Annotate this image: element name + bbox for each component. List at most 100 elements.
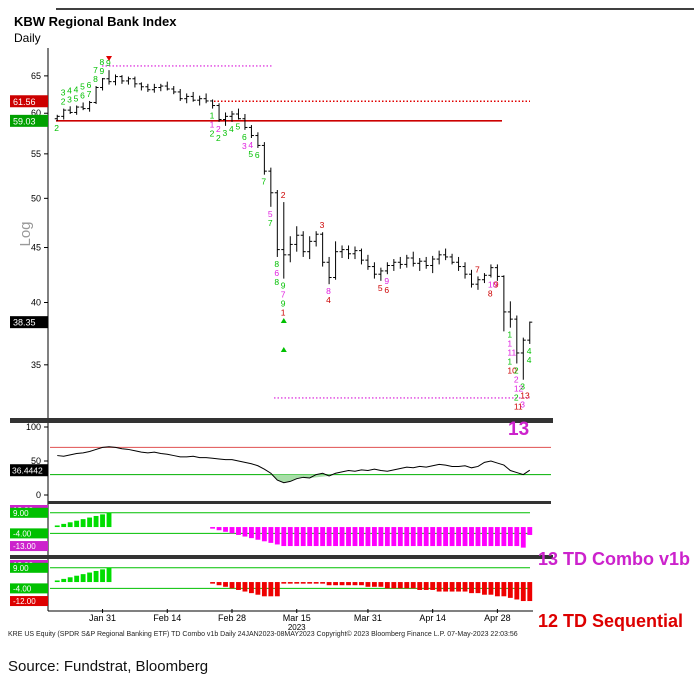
- td-count-label: 2: [281, 190, 286, 200]
- td-count-label: 9: [100, 66, 105, 76]
- td-count-label: 5: [248, 149, 253, 159]
- hist-bar: [93, 570, 99, 583]
- hist-bar: [326, 527, 332, 547]
- x-year-label: 2023: [288, 623, 306, 632]
- hist-bar: [268, 582, 274, 597]
- hist-bar: [423, 582, 429, 590]
- hist-bar: [255, 527, 261, 540]
- hist-bar: [520, 582, 526, 602]
- td-count-label: 8: [274, 277, 279, 287]
- hist-bar: [281, 527, 287, 547]
- td-count-label: 12: [514, 383, 524, 393]
- hist-bar: [501, 582, 507, 597]
- hist-level-label: -12.00: [13, 597, 36, 606]
- td-count-label: 7: [261, 177, 266, 187]
- x-axis: Jan 31 Feb 14 Feb 28 Mar 15 Mar 31 Apr 14 Apr …: [48, 609, 533, 632]
- hist-bar: [320, 527, 326, 547]
- combo-callout: 13 TD Combo v1b: [538, 549, 690, 569]
- hist-bar: [223, 582, 228, 587]
- hist-bar: [397, 582, 403, 589]
- td-count-label: 8: [100, 57, 105, 67]
- hist-bar: [54, 525, 60, 528]
- td-count-label: 5: [268, 209, 273, 219]
- td-count-label: 11: [507, 348, 516, 358]
- source-note: Source: Fundstrat, Bloomberg: [8, 658, 209, 675]
- hist-bar: [274, 527, 280, 545]
- hist-bar: [417, 582, 423, 590]
- hist-level-box: [10, 528, 48, 539]
- td-count-label: 3: [320, 220, 325, 230]
- td-count-label: 2: [210, 129, 215, 139]
- td-count-label: 7: [87, 89, 92, 99]
- sequential-callout: 12 TD Sequential: [538, 611, 683, 631]
- td-count-label: 2: [216, 133, 221, 143]
- price-tick-label: 45: [31, 243, 41, 253]
- td-count-label: 3: [61, 88, 66, 98]
- hist-level-box: [10, 507, 48, 518]
- hist-bar: [67, 577, 73, 583]
- hist-bar: [268, 527, 274, 543]
- hist-bar: [261, 582, 267, 597]
- sequential-panel: 13.009.00-4.00-12.00: [10, 560, 533, 607]
- hist-bar: [333, 527, 339, 547]
- price-label-box: [10, 95, 48, 108]
- td-count-label: 5: [378, 283, 383, 293]
- hist-bar: [475, 527, 481, 547]
- hist-bar: [294, 582, 300, 584]
- chart-footer: KRE US Equity (SPDR S&P Regional Banking…: [8, 631, 518, 638]
- hist-bar: [307, 582, 313, 584]
- x-tick-label: Jan 31: [89, 613, 116, 623]
- hist-bar: [261, 527, 267, 542]
- hist-bar: [229, 527, 235, 534]
- td-count-label: 2: [514, 392, 519, 402]
- hist-bar: [229, 582, 235, 589]
- td-count-label: 8: [326, 286, 331, 296]
- hist-bar: [210, 582, 216, 584]
- td-count-label: 3: [242, 141, 247, 151]
- hist-bar: [93, 515, 99, 528]
- td-count-label: 8: [93, 74, 98, 84]
- price-tick-label: 35: [31, 360, 41, 370]
- hist-bar: [54, 580, 60, 583]
- hist-bar: [494, 527, 500, 547]
- hist-bar: [371, 582, 377, 587]
- hist-bar: [371, 527, 377, 547]
- td-count-label: 4: [74, 85, 79, 95]
- price-rsi-divider: [10, 418, 553, 423]
- rsi-tick-label: 100: [26, 422, 41, 432]
- hist-bar: [100, 569, 105, 583]
- td-count-label: 4: [527, 355, 532, 365]
- hist-level-box: [10, 541, 48, 552]
- hist-bar: [74, 575, 80, 583]
- td-count-label: 7: [93, 65, 98, 75]
- hist-bar: [339, 527, 345, 547]
- price-tick-label: 55: [31, 149, 41, 159]
- sell-arrow: [106, 56, 113, 61]
- hist-bar: [404, 527, 410, 547]
- td-count-label: 7: [475, 264, 480, 274]
- x-tick-label: Mar 31: [354, 613, 382, 623]
- td-count-label: 5: [80, 81, 85, 91]
- hist-bar: [287, 582, 293, 584]
- td-count-label: 8: [274, 259, 279, 269]
- td-count-label: 3: [520, 400, 525, 410]
- hist-bar: [514, 582, 520, 600]
- hist-level-label: 9.00: [13, 509, 29, 518]
- hist-bar: [410, 527, 416, 547]
- td-count-label: 2: [61, 97, 66, 107]
- hist-bar: [281, 582, 287, 584]
- price-tick-label: 65: [31, 71, 41, 81]
- hist-bar: [326, 582, 332, 586]
- hist-bar: [436, 582, 442, 592]
- hist-bar: [248, 582, 254, 594]
- rsi-tick-label: 50: [31, 456, 41, 466]
- hist-bar: [216, 527, 222, 531]
- hist-bar: [397, 527, 403, 547]
- hist-bar: [87, 517, 93, 528]
- hist-level-label: -13.00: [13, 542, 36, 551]
- hist-bar: [223, 527, 228, 532]
- td-count-label: 3: [67, 94, 72, 104]
- td-count-label: 2: [514, 365, 519, 375]
- hist-bar: [391, 582, 397, 589]
